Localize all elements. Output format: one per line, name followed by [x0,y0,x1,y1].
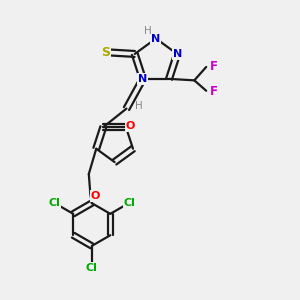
Text: Cl: Cl [86,262,98,273]
Text: N: N [138,74,148,84]
Text: O: O [125,121,135,131]
Text: H: H [135,101,143,111]
Text: N: N [151,34,160,44]
Text: Cl: Cl [123,198,135,208]
Text: N: N [172,49,182,59]
Text: Cl: Cl [49,198,60,208]
Text: F: F [210,85,218,98]
Text: O: O [91,191,100,201]
Text: S: S [101,46,110,59]
Text: H: H [144,26,152,36]
Text: F: F [210,60,218,73]
